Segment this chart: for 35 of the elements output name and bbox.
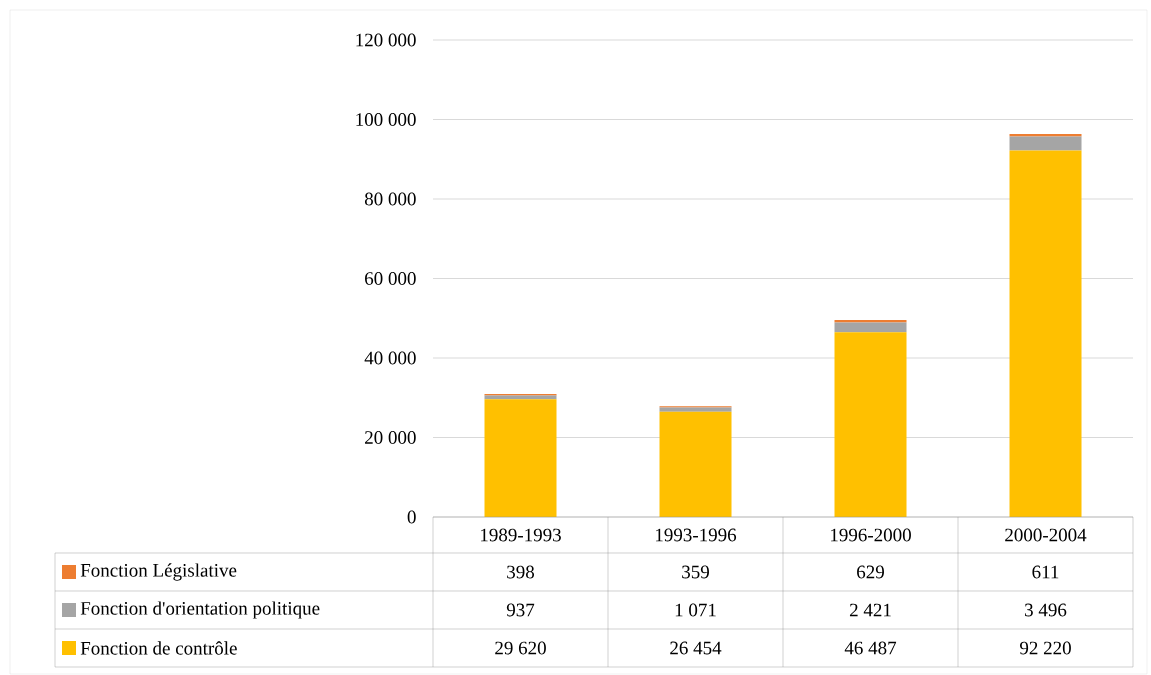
bar <box>659 411 732 517</box>
y-tick-label: 80 000 <box>364 192 416 206</box>
y-tick-label: 60 000 <box>365 272 416 285</box>
data-label: 29 620 <box>495 641 546 655</box>
bar <box>659 407 732 412</box>
y-tick-label: 100 000 <box>356 113 416 126</box>
data-label: 398 <box>507 565 535 579</box>
data-label: 2 421 <box>849 603 891 617</box>
bar <box>834 322 907 333</box>
x-tick-label: 1993-1996 <box>656 528 737 542</box>
y-tick-label: 40 000 <box>364 351 416 365</box>
legend-label: Fonction de contrôle <box>80 641 237 655</box>
data-label: 3 496 <box>1025 603 1067 617</box>
data-label: 937 <box>506 603 535 617</box>
data-label: 1 071 <box>675 603 716 617</box>
data-label: 92 220 <box>1020 641 1071 655</box>
legend-label: Fonction d'orientation politique <box>80 601 320 619</box>
x-tick-label: 1989-1993 <box>481 528 561 542</box>
bar <box>834 320 907 323</box>
data-label: 359 <box>682 565 709 579</box>
x-tick-label: 2000-2004 <box>1005 528 1087 542</box>
bar <box>834 332 907 517</box>
data-label: 629 <box>857 565 884 579</box>
data-label: 26 454 <box>670 641 722 655</box>
x-tick-label: 1996-2000 <box>831 528 911 542</box>
y-tick-label: 20 000 <box>365 431 416 444</box>
data-label: 46 487 <box>844 641 897 655</box>
data-label: 611 <box>1032 565 1059 579</box>
bar <box>1009 150 1082 517</box>
y-tick-label: 0 <box>407 510 416 524</box>
y-tick-label: 120 000 <box>356 33 416 47</box>
bar <box>1009 134 1082 137</box>
bar <box>1009 136 1082 151</box>
bar <box>484 399 557 517</box>
legend-label: Fonction Législative <box>80 563 237 581</box>
